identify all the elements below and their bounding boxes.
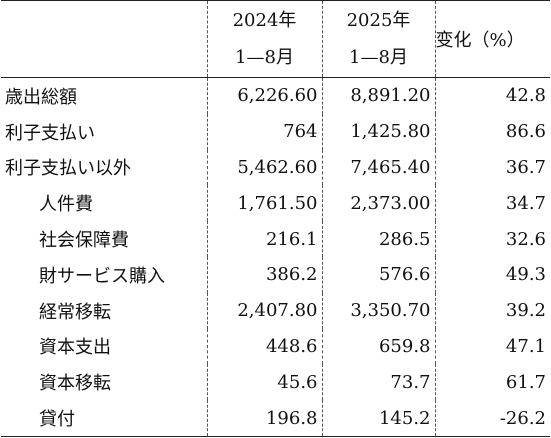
- change-percent: 39.2: [434, 292, 550, 329]
- value-2025: 7,465.40: [321, 149, 435, 186]
- change-percent: 61.7: [434, 364, 550, 401]
- table-row: 人件費 1,761.50 2,373.00 34.7: [1, 185, 550, 222]
- value-2025: 73.7: [321, 364, 435, 401]
- value-2024: 448.6: [206, 328, 322, 365]
- value-2024: 2,407.80: [206, 292, 322, 329]
- row-label: 貸付: [1, 400, 207, 437]
- value-2025: 3,350.70: [321, 292, 435, 329]
- value-2025: 659.8: [321, 328, 435, 365]
- row-label: 資本移転: [39, 373, 111, 395]
- value-2024: 764: [206, 113, 322, 150]
- value-2025: 576.6: [321, 256, 435, 293]
- change-percent: 86.6: [434, 113, 550, 150]
- header-2025: 2025年 1—8月: [321, 0, 435, 78]
- change-percent: 34.7: [434, 185, 550, 222]
- table-row: 経常移転 2,407.80 3,350.70 39.2: [1, 292, 550, 329]
- header-2024: 2024年 1—8月: [206, 0, 322, 78]
- row-label: 社会保障費: [39, 230, 129, 252]
- change-percent: -26.2: [434, 400, 550, 437]
- table-row: 貸付 196.8 145.2 -26.2: [1, 400, 550, 437]
- table-row: 利子支払い 764 1,425.80 86.6: [1, 113, 550, 150]
- change-percent: 42.8: [434, 77, 550, 114]
- value-2024: 5,462.60: [206, 149, 322, 186]
- header-2025-period: 1—8月: [349, 47, 408, 68]
- value-2024: 386.2: [206, 256, 322, 293]
- change-percent: 47.1: [434, 328, 550, 365]
- change-percent: 36.7: [434, 149, 550, 186]
- row-label: 人件費: [39, 194, 93, 216]
- value-2024: 45.6: [206, 364, 322, 401]
- change-percent: 49.3: [434, 256, 550, 293]
- change-percent: 32.6: [434, 221, 550, 257]
- header-row: 2024年 1—8月 2025年 1—8月 变化（%）: [1, 0, 550, 78]
- value-2025: 2,373.00: [321, 185, 435, 222]
- value-2024: 1,761.50: [206, 185, 322, 222]
- header-2025-year: 2025年: [346, 10, 411, 31]
- row-label: 財サービス購入: [39, 265, 165, 287]
- header-label-cell: [1, 0, 207, 78]
- value-2024: 216.1: [206, 221, 322, 257]
- row-label: 利子支払い以外: [5, 158, 131, 180]
- table-row: 資本移転 45.6 73.7 61.7: [1, 364, 550, 401]
- header-2024-period: 1—8月: [235, 47, 294, 68]
- row-label: 利子支払い: [5, 122, 95, 144]
- value-2024: 196.8: [206, 400, 322, 437]
- value-2025: 286.5: [321, 221, 435, 257]
- row-label: 歳出総額: [5, 86, 77, 108]
- header-change: 变化（%）: [434, 0, 550, 78]
- table-row: 利子支払い以外 5,462.60 7,465.40 36.7: [1, 149, 550, 186]
- table-row: 歳出総額 6,226.60 8,891.20 42.8: [1, 77, 550, 114]
- value-2024: 6,226.60: [206, 77, 322, 114]
- table-row: 財サービス購入 386.2 576.6 49.3: [1, 256, 550, 293]
- row-label: 資本支出: [39, 337, 111, 359]
- row-label: 経常移転: [39, 301, 111, 323]
- table-body: 歳出総額 6,226.60 8,891.20 42.8 利子支払い 764 1,425.80…: [1, 77, 550, 437]
- value-2025: 1,425.80: [321, 113, 435, 150]
- table-row: 社会保障費 216.1 286.5 32.6: [1, 221, 550, 257]
- value-2025: 145.2: [321, 400, 435, 437]
- table-row: 資本支出 448.6 659.8 47.1: [1, 328, 550, 365]
- value-2025: 8,891.20: [321, 77, 435, 114]
- header-2024-year: 2024年: [232, 10, 297, 31]
